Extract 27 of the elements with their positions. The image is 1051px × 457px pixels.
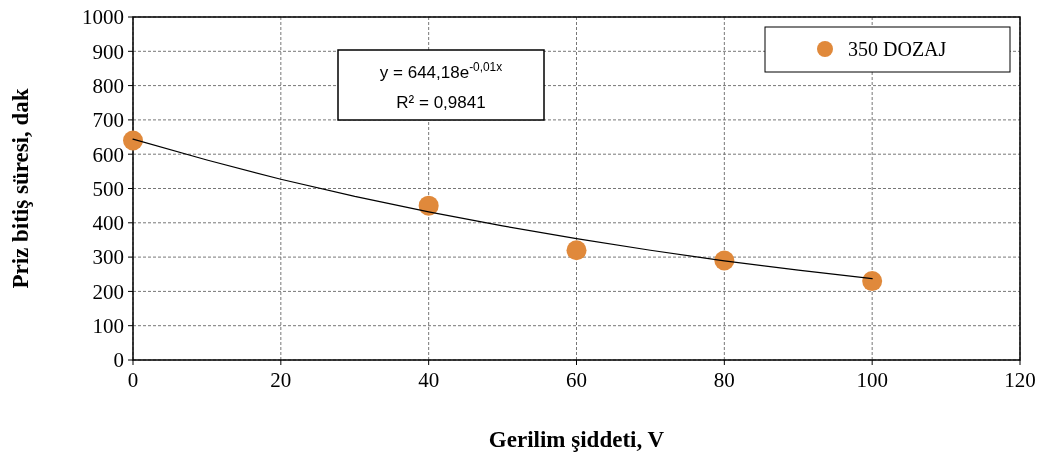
x-tick-label: 40	[418, 368, 440, 392]
y-axis-title: Priz bitiş süresi, dak	[8, 88, 33, 289]
y-tick-label: 800	[92, 73, 124, 98]
point	[418, 195, 439, 216]
y-tick-label: 300	[92, 245, 124, 270]
y-tick-label: 0	[113, 348, 124, 373]
y-tick-label: 200	[92, 279, 124, 304]
y-tick-label: 100	[92, 314, 124, 339]
y-tick-label: 1000	[82, 5, 124, 30]
annotation: y = 644,18e$^{-0,01x}$	[379, 60, 503, 82]
x-tick-label: 80	[713, 368, 735, 392]
x-tick-label: 120	[1004, 368, 1036, 392]
x-axis-title: Gerilim şiddeti, V	[488, 427, 665, 452]
x-tick-label: 20	[270, 368, 292, 392]
y-tick-label: 500	[92, 176, 124, 201]
y-tick-label: 900	[92, 39, 124, 64]
annotation: R² = 0,9841	[396, 93, 486, 112]
y-tick-label: 700	[92, 108, 124, 133]
y-tick-label: 400	[92, 211, 124, 236]
y-tick-label: 600	[92, 142, 124, 167]
legend-label: 350 DOZAJ	[848, 38, 947, 60]
x-tick-label: 0	[127, 368, 139, 392]
x-tick-label: 60	[566, 368, 587, 392]
point	[123, 130, 143, 151]
point	[862, 271, 883, 292]
x-tick-label: 100	[856, 368, 888, 392]
point	[566, 240, 587, 261]
